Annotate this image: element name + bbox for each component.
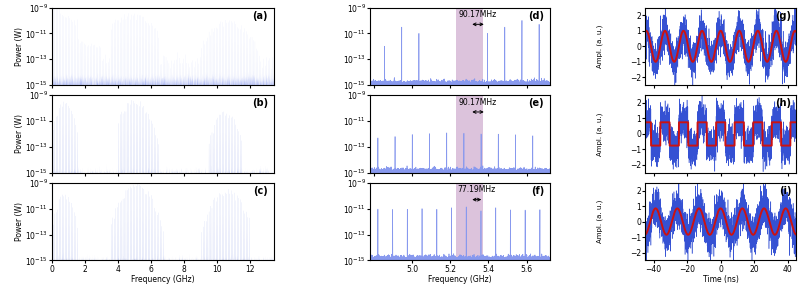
- Text: 90.17MHz: 90.17MHz: [459, 10, 497, 19]
- X-axis label: Frequency (GHz): Frequency (GHz): [131, 275, 195, 284]
- Text: (b): (b): [252, 98, 268, 108]
- Y-axis label: Ampl. (a. u.): Ampl. (a. u.): [597, 200, 603, 243]
- Y-axis label: Power (W): Power (W): [14, 27, 24, 66]
- Text: (d): (d): [528, 11, 544, 21]
- Bar: [456, 8, 482, 85]
- Y-axis label: Ampl. (a. u.): Ampl. (a. u.): [597, 25, 603, 68]
- Text: (f): (f): [531, 186, 544, 196]
- Y-axis label: Power (W): Power (W): [14, 114, 24, 154]
- Bar: [456, 95, 482, 173]
- Text: 77.19MHz: 77.19MHz: [458, 185, 496, 194]
- Bar: [456, 183, 482, 260]
- Y-axis label: Power (W): Power (W): [14, 202, 24, 241]
- Text: (g): (g): [775, 11, 791, 21]
- Text: (i): (i): [779, 186, 791, 196]
- X-axis label: Frequency (GHz): Frequency (GHz): [428, 275, 492, 284]
- Text: 90.17MHz: 90.17MHz: [459, 98, 497, 107]
- Text: (a): (a): [252, 11, 268, 21]
- Text: (h): (h): [775, 98, 791, 108]
- Y-axis label: Ampl. (a. u.): Ampl. (a. u.): [597, 112, 603, 156]
- X-axis label: Time (ns): Time (ns): [702, 275, 738, 284]
- Text: (e): (e): [529, 98, 544, 108]
- Text: (c): (c): [253, 186, 268, 196]
